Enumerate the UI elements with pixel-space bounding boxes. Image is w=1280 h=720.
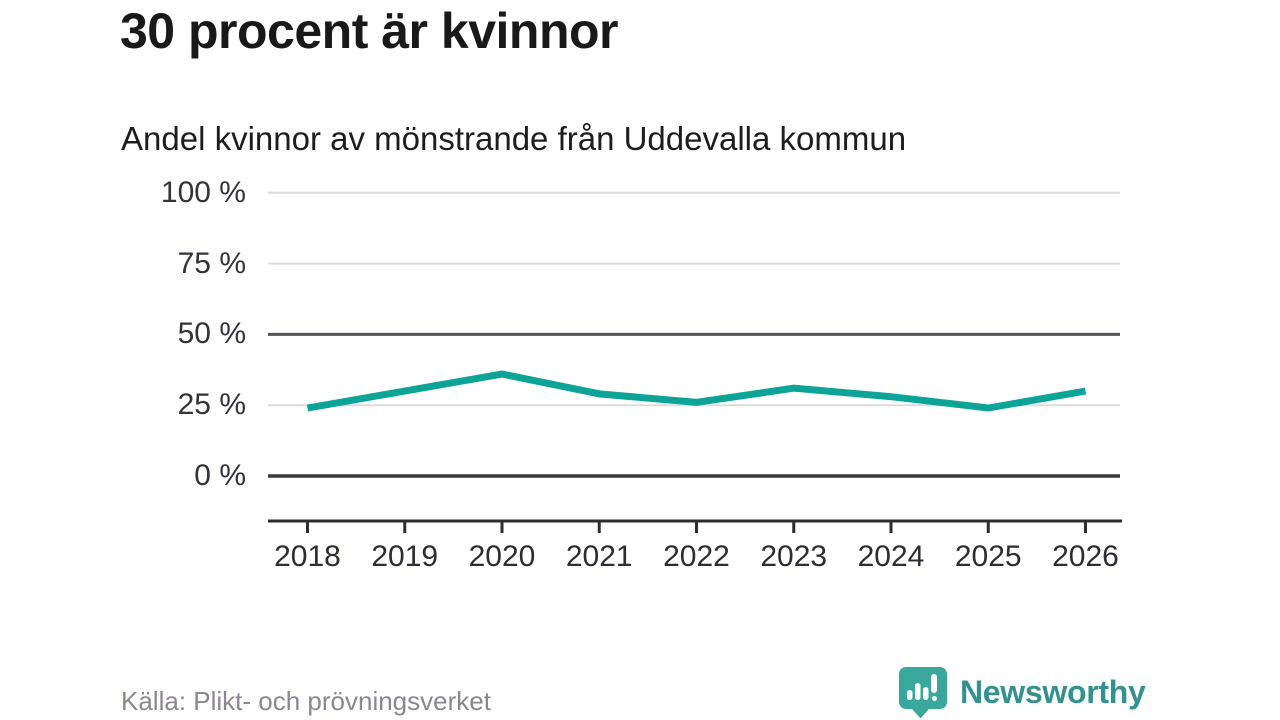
data-line-andel-kvinnor: [306, 370, 1087, 412]
y-axis-label: 75 %: [177, 246, 246, 280]
x-axis-label: 2023: [760, 540, 828, 573]
x-axis-label: 2024: [857, 540, 925, 573]
y-axis-label: 100 %: [160, 175, 246, 209]
y-axis-label: 50 %: [177, 317, 246, 351]
x-axis-label: 2018: [274, 540, 341, 573]
speech-bubble-bar-chart-icon: [899, 667, 947, 718]
chart-subtitle: Andel kvinnor av mönstrande från Uddeval…: [121, 120, 907, 157]
x-axis-label: 2026: [1052, 540, 1119, 573]
x-axis-label: 2022: [663, 540, 730, 573]
chart-title: 30 procent är kvinnor: [120, 3, 619, 59]
x-axis-label: 2025: [954, 540, 1022, 573]
y-axis-label: 0 %: [194, 459, 246, 492]
source-note: Källa: Plikt- och prövningsverket: [121, 686, 491, 716]
x-axis-label: 2021: [565, 540, 633, 573]
y-axis-label: 25 %: [177, 388, 246, 422]
x-axis-label: 2019: [371, 540, 439, 573]
x-axis-label: 2020: [468, 540, 536, 573]
brand-logo: Newsworthy: [898, 664, 1258, 720]
brand-wordmark: Newsworthy: [960, 673, 1146, 710]
